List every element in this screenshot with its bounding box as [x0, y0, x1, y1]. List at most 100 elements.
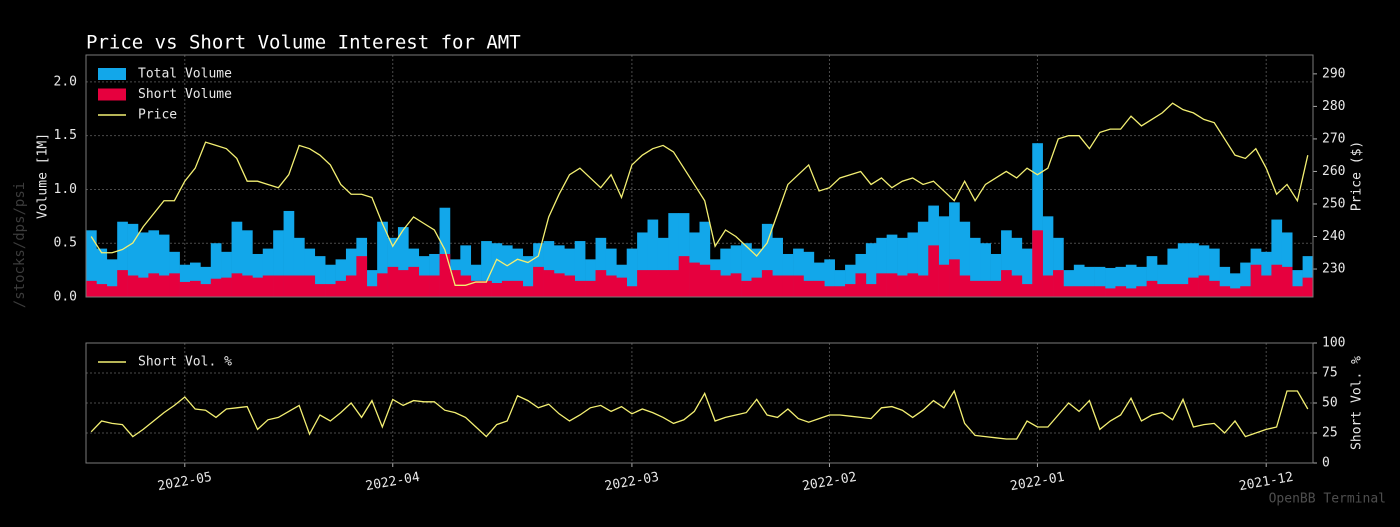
bar — [1271, 219, 1283, 297]
bar — [1240, 286, 1251, 297]
legend-label: Short Vol. % — [138, 355, 232, 370]
bar — [1281, 232, 1293, 297]
bar — [585, 280, 596, 297]
bar — [1250, 264, 1262, 297]
bar — [397, 270, 409, 297]
bar — [938, 264, 950, 297]
bar — [1167, 284, 1179, 297]
bar — [262, 275, 274, 297]
bar — [387, 266, 399, 297]
bar — [730, 245, 742, 297]
bar — [741, 280, 752, 297]
bar — [668, 270, 680, 297]
bar — [1292, 286, 1303, 297]
bar — [158, 275, 170, 297]
bar — [397, 227, 409, 297]
legend-label: Short Volume — [138, 87, 232, 102]
bar — [86, 280, 97, 297]
bar — [200, 266, 212, 297]
bar — [304, 248, 316, 297]
bar — [803, 280, 815, 297]
bar — [1053, 270, 1064, 297]
bar — [345, 248, 357, 297]
bar — [1105, 288, 1116, 297]
bar — [96, 248, 108, 297]
bar — [460, 275, 472, 297]
bar — [907, 232, 919, 297]
bar — [460, 245, 472, 297]
bar — [1053, 237, 1064, 297]
bar — [189, 280, 201, 297]
bar — [543, 270, 555, 297]
y2-tick-label: 270 — [1322, 131, 1345, 146]
bar — [553, 245, 565, 297]
bar — [273, 230, 284, 297]
bar — [1136, 286, 1147, 297]
bar — [917, 221, 929, 297]
bar — [647, 219, 659, 297]
bar — [751, 248, 763, 297]
bar — [1125, 288, 1137, 297]
bar — [1073, 264, 1085, 297]
short-pct-line — [90, 389, 1309, 440]
bar — [210, 278, 222, 297]
y-tick-label: 75 — [1322, 366, 1338, 381]
bar — [304, 275, 316, 297]
bar — [969, 237, 981, 297]
bar — [148, 230, 160, 297]
bar — [335, 259, 347, 297]
bar — [262, 248, 274, 297]
bar — [179, 264, 191, 297]
bar — [252, 253, 264, 297]
bar — [169, 273, 180, 297]
bar — [314, 256, 326, 297]
bar — [1188, 277, 1199, 297]
y-tick-label: 50 — [1322, 396, 1338, 411]
bar — [959, 221, 971, 297]
bar — [897, 275, 908, 297]
bar — [1261, 251, 1272, 297]
bar — [886, 273, 898, 297]
bar — [1001, 230, 1012, 297]
bar — [761, 223, 773, 297]
bar — [772, 275, 783, 297]
bar — [533, 266, 544, 297]
bar — [678, 256, 690, 297]
bar — [845, 284, 856, 297]
bar — [1063, 286, 1075, 297]
bar — [179, 281, 191, 297]
bar — [252, 277, 264, 297]
bar — [1157, 284, 1168, 297]
bar — [377, 221, 388, 297]
bar — [200, 284, 212, 297]
bar — [865, 243, 877, 297]
bar — [127, 223, 139, 297]
y-tick-label: 100 — [1322, 336, 1345, 351]
y2-tick-label: 250 — [1322, 196, 1345, 211]
bar — [1084, 286, 1095, 297]
bar — [1261, 275, 1272, 297]
bar — [824, 286, 835, 297]
y-tick-label: 0.0 — [54, 290, 77, 305]
bar — [595, 237, 607, 297]
bar — [772, 237, 783, 297]
bar — [990, 280, 1002, 297]
bar — [689, 262, 700, 297]
bar — [657, 270, 669, 297]
bar — [418, 275, 430, 297]
bar — [221, 251, 232, 297]
bar — [709, 270, 721, 297]
bar — [782, 275, 794, 297]
bar — [605, 275, 617, 297]
watermark: OpenBB Terminal — [1269, 492, 1386, 507]
bar — [1198, 245, 1210, 297]
bar — [751, 277, 763, 297]
bar — [834, 270, 846, 297]
bar — [231, 221, 243, 297]
bar — [356, 256, 368, 297]
bar — [1229, 273, 1241, 297]
bar — [1209, 280, 1220, 297]
plot-frame — [85, 342, 1314, 464]
bar — [127, 275, 139, 297]
bar — [293, 275, 305, 297]
